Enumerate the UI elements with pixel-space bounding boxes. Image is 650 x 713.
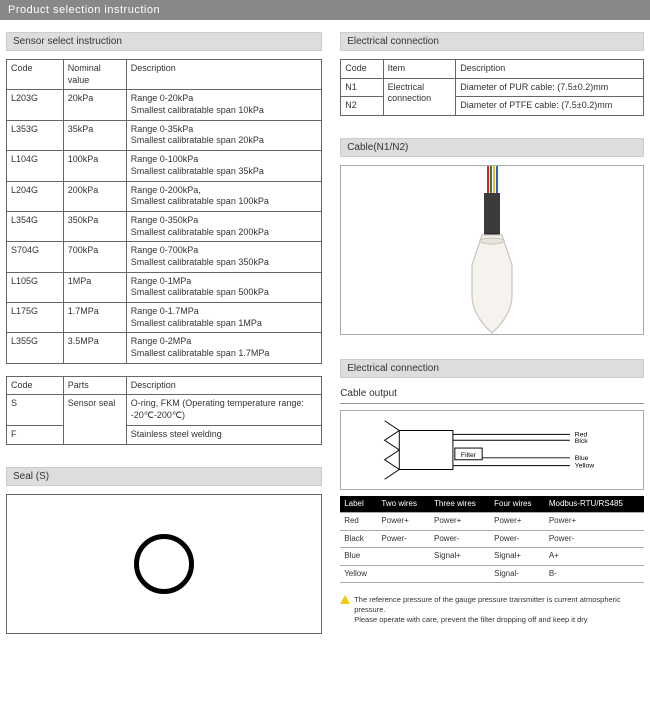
table-row: BlackPower-Power-Power-Power- (340, 530, 644, 547)
col-description: Description (456, 60, 644, 79)
sensor-cable-icon (432, 165, 552, 335)
seal-header: Seal (S) (6, 467, 322, 486)
o-ring-icon (134, 534, 194, 594)
table-row: F Stainless steel welding (7, 425, 322, 444)
table-row: RedPower+Power+Power+Power+ (340, 513, 644, 530)
col-three-wires: Three wires (430, 496, 490, 513)
table-row: S Sensor seal O-ring, FKM (Operating tem… (7, 395, 322, 425)
electrical-connection-table: Code Item Description N1 Electrical conn… (340, 59, 644, 116)
col-description: Description (126, 376, 321, 395)
table-row: L104G100kPaRange 0-100kPa Smallest calib… (7, 151, 322, 181)
main-columns: Sensor select instruction Code Nominal v… (6, 32, 644, 634)
table-row: BlueSignal+Signal+A+ (340, 548, 644, 565)
table-row: L105G1MPaRange 0-1MPa Smallest calibrata… (7, 272, 322, 302)
electrical-connection-header: Electrical connection (340, 32, 644, 51)
svg-text:Blck: Blck (575, 438, 588, 445)
col-nominal: Nominal value (63, 60, 126, 90)
svg-text:Yellow: Yellow (575, 463, 595, 470)
sensor-table: Code Nominal value Description L203G20kP… (6, 59, 322, 364)
table-header-row: Code Parts Description (7, 376, 322, 395)
warning-text-1: The reference pressure of the gauge pres… (354, 595, 620, 614)
table-row: N1 Electrical connection Diameter of PUR… (341, 78, 644, 97)
table-row: L354G350kPaRange 0-350kPa Smallest calib… (7, 211, 322, 241)
cable-header: Cable(N1/N2) (340, 138, 644, 157)
warning-text-2: Please operate with care, prevent the fi… (354, 615, 587, 624)
table-row: L203G20kPaRange 0-20kPa Smallest calibra… (7, 90, 322, 120)
sensor-select-header: Sensor select instruction (6, 32, 322, 51)
col-two-wires: Two wires (377, 496, 430, 513)
svg-text:Blue: Blue (575, 455, 589, 462)
cable-output-header: Cable output (340, 386, 644, 404)
cable-illustration (340, 165, 644, 335)
right-column: Electrical connection Code Item Descript… (340, 32, 644, 634)
wire-table: Label Two wires Three wires Four wires M… (340, 496, 644, 583)
electrical-connection-header-2: Electrical connection (340, 359, 644, 378)
table-header-row: Code Item Description (341, 60, 644, 79)
col-modbus: Modbus-RTU/RS485 (545, 496, 644, 513)
filter-label: Filter (461, 452, 477, 459)
table-row: L355G3.5MPaRange 0-2MPa Smallest calibra… (7, 333, 322, 363)
cable-output-diagram: Filter Red Blck Blue Yellow (340, 410, 644, 490)
col-code: Code (341, 60, 383, 79)
warning-note: The reference pressure of the gauge pres… (340, 595, 644, 624)
table-row: S704G700kPaRange 0-700kPa Smallest calib… (7, 242, 322, 272)
seal-diagram (6, 494, 322, 634)
table-row: L175G1.7MPaRange 0-1.7MPa Smallest calib… (7, 303, 322, 333)
col-four-wires: Four wires (490, 496, 545, 513)
table-row: L353G35kPaRange 0-35kPa Smallest calibra… (7, 120, 322, 150)
warning-icon (340, 595, 350, 604)
col-description: Description (126, 60, 321, 90)
page-title: Product selection instruction (0, 0, 650, 20)
table-header-row: Code Nominal value Description (7, 60, 322, 90)
table-row: YellowSignal-B- (340, 565, 644, 582)
parts-table: Code Parts Description S Sensor seal O-r… (6, 376, 322, 445)
table-row: L204G200kPaRange 0-200kPa, Smallest cali… (7, 181, 322, 211)
left-column: Sensor select instruction Code Nominal v… (6, 32, 322, 634)
table-header-row: Label Two wires Three wires Four wires M… (340, 496, 644, 513)
col-item: Item (383, 60, 456, 79)
col-parts: Parts (63, 376, 126, 395)
col-code: Code (7, 60, 64, 90)
col-label: Label (340, 496, 377, 513)
col-code: Code (7, 376, 64, 395)
